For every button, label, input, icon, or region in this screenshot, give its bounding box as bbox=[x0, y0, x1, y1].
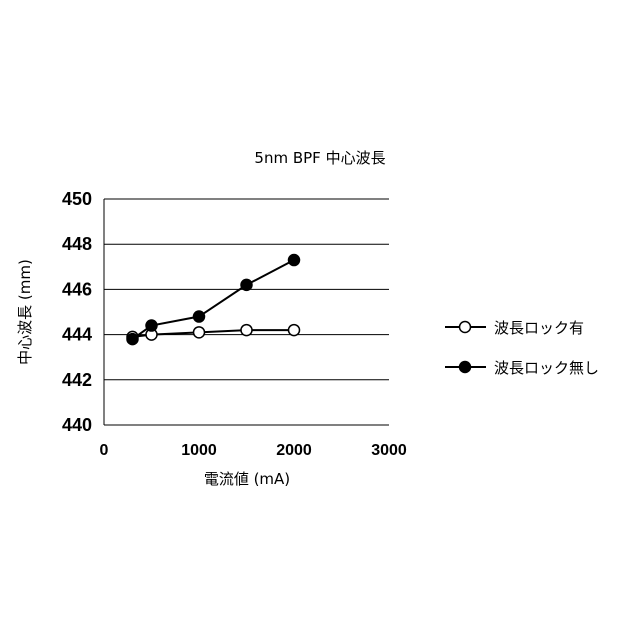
y-tick-label: 444 bbox=[62, 325, 92, 345]
data-point bbox=[194, 327, 205, 338]
y-tick-label: 442 bbox=[62, 370, 92, 390]
y-tick-label: 446 bbox=[62, 279, 92, 299]
x-tick-labels: 0 1000 2000 3000 bbox=[100, 442, 407, 459]
x-tick-label: 3000 bbox=[371, 442, 407, 459]
y-tick-label: 448 bbox=[62, 234, 92, 254]
legend-label: 波長ロック無し bbox=[494, 359, 599, 377]
chart-title: 5nm BPF 中心波長 bbox=[254, 149, 385, 167]
x-tick-label: 2000 bbox=[276, 442, 312, 459]
axes bbox=[104, 199, 389, 425]
y-axis-label: 中心波長 (mm) bbox=[16, 259, 34, 365]
legend-label: 波長ロック有 bbox=[494, 319, 584, 337]
data-point bbox=[146, 320, 157, 331]
data-point bbox=[289, 255, 300, 266]
data-point bbox=[241, 279, 252, 290]
x-tick-label: 0 bbox=[100, 442, 109, 459]
legend-marker bbox=[460, 322, 471, 333]
x-tick-label: 1000 bbox=[181, 442, 217, 459]
data-point bbox=[241, 325, 252, 336]
y-tick-label: 440 bbox=[62, 415, 92, 435]
y-tick-labels: 440 442 444 446 448 450 bbox=[62, 189, 92, 435]
y-tick-label: 450 bbox=[62, 189, 92, 209]
data-series bbox=[127, 255, 300, 345]
legend: 波長ロック有波長ロック無し bbox=[445, 319, 599, 377]
data-point bbox=[289, 325, 300, 336]
data-point bbox=[127, 334, 138, 345]
data-point bbox=[194, 311, 205, 322]
legend-marker bbox=[460, 362, 471, 373]
x-axis-label: 電流値 (mA) bbox=[204, 470, 290, 488]
